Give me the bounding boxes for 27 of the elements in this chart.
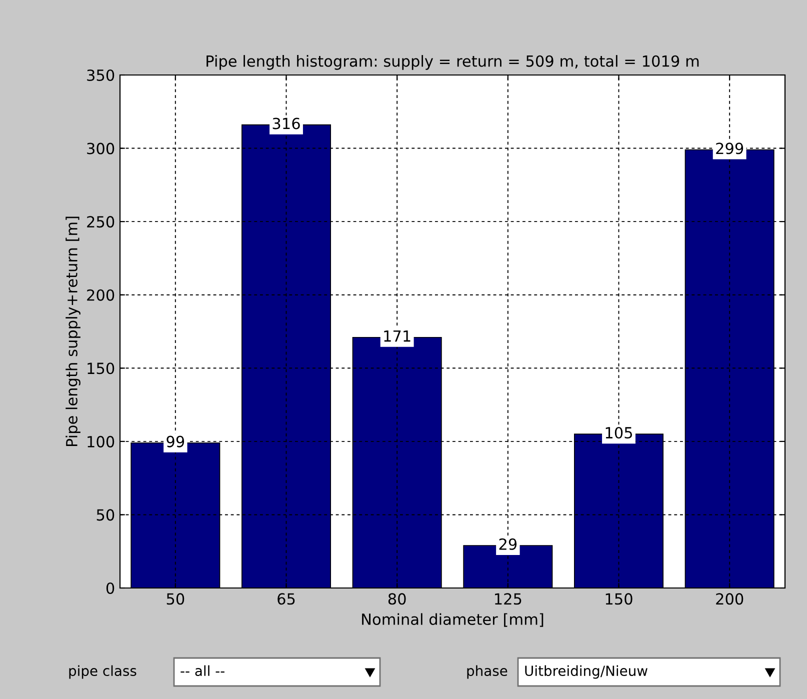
y-tick-label: 250 (87, 216, 114, 228)
y-tick-label: 100 (88, 436, 114, 448)
text: -- all -- (180, 665, 224, 676)
y-tick-label: 150 (88, 362, 114, 374)
data-label: 316 (272, 118, 300, 130)
x-tick-label: 50 (166, 593, 184, 605)
y-tick-label: 200 (87, 289, 114, 301)
x-tick-label: 200 (716, 593, 744, 605)
data-label: 299 (716, 142, 744, 154)
chart-title: Pipe length histogram: supply = return = 509 m, total = 1019 m (206, 55, 699, 70)
data-label: 171 (384, 330, 410, 342)
x-tick-label: 65 (278, 593, 295, 605)
y-tick-label: 350 (87, 69, 114, 82)
x-tick-label: 150 (606, 593, 632, 605)
data-label: 29 (499, 538, 517, 550)
y-tick-label: 0 (106, 582, 114, 594)
y-axis-title: Pipe length supply+return [m] (66, 216, 80, 446)
text: Uitbreiding/Nieuw (525, 665, 648, 679)
x-axis-title: Nominal diameter [mm] (362, 613, 544, 627)
text: pipe class (69, 665, 136, 679)
y-tick-label: 50 (96, 509, 114, 521)
x-tick-label: 125 (495, 593, 522, 605)
data-label: 99 (166, 436, 184, 448)
text: phase (467, 665, 508, 679)
data-label: 105 (606, 426, 632, 439)
y-tick-label: 300 (87, 142, 114, 154)
x-tick-label: 80 (388, 593, 406, 605)
